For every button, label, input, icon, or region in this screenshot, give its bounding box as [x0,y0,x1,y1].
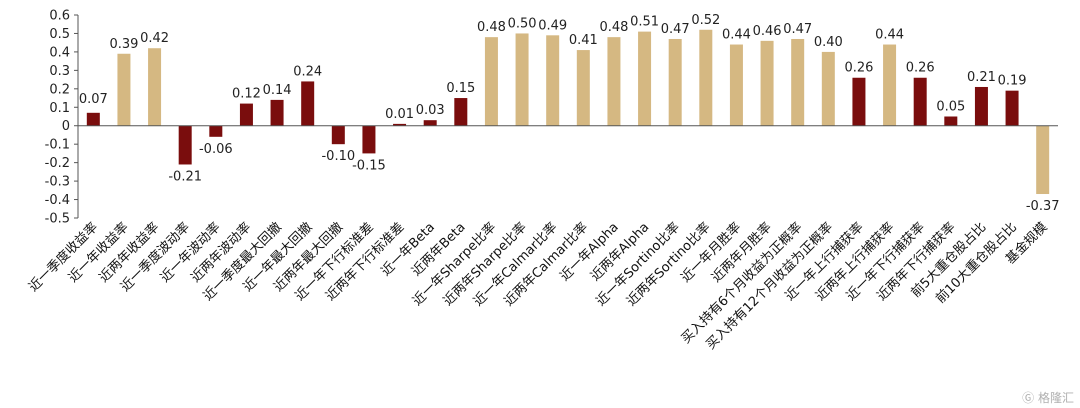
bar [668,38,682,126]
y-tick-label: -0.1 [45,138,70,153]
data-label: 0.49 [538,18,567,33]
bar [974,86,988,126]
data-label: 0.44 [722,28,751,43]
bar [86,112,100,126]
bar [393,123,407,126]
bar [117,53,131,126]
data-label: -0.10 [321,149,355,164]
data-labels: 0.070.39 0.42-0.21-0.060.12 0.140.24-0.10-… [79,13,1060,214]
data-label: 0.24 [293,64,322,79]
bar [638,31,652,126]
data-label: 0.48 [477,20,506,35]
bar [729,44,743,126]
data-label: 0.44 [875,28,904,43]
bar [423,120,437,126]
data-label: 0.26 [844,61,873,76]
y-tick-label: -0.5 [45,212,70,227]
data-label: 0.15 [446,81,475,96]
bar [791,38,805,126]
bar [913,77,927,126]
bar [270,99,284,126]
data-label: 0.40 [814,35,843,50]
bar [1036,125,1050,195]
y-tick-label: 0 [62,119,70,134]
watermark-text: 格隆汇 [1037,391,1074,405]
y-tick-label: -0.4 [45,193,70,208]
data-label: 0.12 [232,87,261,102]
bar [209,125,223,137]
data-label: 0.48 [599,20,628,35]
y-tick-label: 0.2 [49,82,70,97]
watermark-logo: Ⓖ 格隆汇 [1022,389,1074,406]
data-label: -0.15 [352,158,386,173]
data-label: -0.06 [199,142,233,157]
bar [576,50,590,126]
y-tick-label: 0.3 [49,64,70,79]
bar [1005,90,1019,126]
data-label: 0.42 [140,31,169,46]
bar [760,40,774,126]
y-axis: 0.6 0.5 0.4 0.3 0.2 0.1 0 -0.1 -0.2 -0.3 -0.4 -0.5 [45,9,79,227]
bars [86,29,1050,195]
bar [546,35,560,126]
data-label: 0.52 [691,13,720,28]
y-tick-label: -0.2 [45,156,70,171]
data-label: 0.07 [79,92,108,107]
y-tick-label: 0.5 [49,27,70,42]
category-labels: 近一季度收益率近一年收益率近两年收益率近一季度波动率近一年波动率近两年波动率近一… [25,219,1050,352]
bar [148,48,162,126]
bar [944,116,958,126]
data-label: 0.21 [967,70,996,85]
bar [454,98,468,126]
data-label: -0.37 [1026,199,1060,214]
bar [178,125,192,165]
data-label: 0.05 [936,100,965,115]
data-label: 0.26 [906,61,935,76]
bar [484,37,498,126]
bar [515,33,529,126]
data-label: 0.46 [753,24,782,39]
bar [362,125,376,154]
data-label: -0.21 [168,169,202,184]
data-label: 0.03 [416,103,445,118]
bar [699,29,713,126]
data-label: 0.19 [998,74,1027,89]
data-label: 0.39 [109,37,138,52]
bar [331,125,345,145]
bar [239,103,253,126]
data-label: 0.51 [630,15,659,30]
data-label: 0.50 [508,16,537,31]
watermark-icon: Ⓖ [1022,391,1035,405]
bar [883,44,897,126]
bar [821,51,835,126]
y-tick-label: 0.1 [49,101,70,116]
data-label: 0.01 [385,107,414,122]
bar [301,81,315,126]
data-label: 0.47 [661,22,690,37]
y-tick-label: -0.3 [45,175,70,190]
data-label: 0.41 [569,33,598,48]
y-tick-label: 0.6 [49,9,70,24]
data-label: 0.47 [783,22,812,37]
data-label: 0.14 [263,83,292,98]
bar [852,77,866,126]
y-tick-label: 0.4 [49,45,70,60]
bar [607,37,621,126]
